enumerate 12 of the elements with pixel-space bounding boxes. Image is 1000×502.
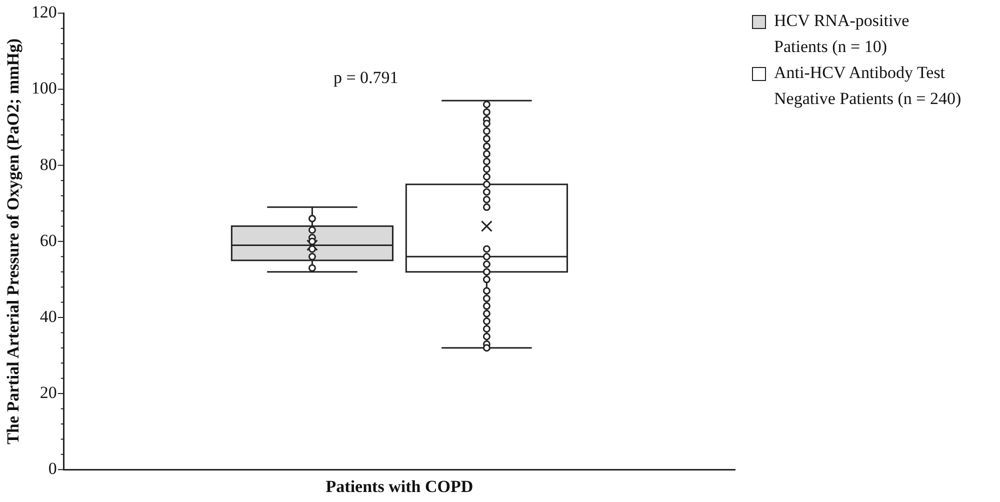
y-tick-label: 40 — [40, 306, 57, 326]
text: Anti-HCV Antibody Test Negative Patients (n = 240) — [774, 62, 962, 110]
annotation: p = 0.791 — [333, 68, 398, 88]
y-tick-label: 20 — [40, 383, 57, 402]
y-axis-title: The Partial Arterial Pressure of Oxygen (PaO2; mmHg) — [4, 38, 23, 444]
y-tick-label: 0 — [48, 459, 57, 478]
x-axis-title: Patients with COPD — [326, 477, 474, 496]
legend-label: HCV RNA-positive Patients (n = 10) — [774, 10, 910, 58]
y-tick-label: 120 — [31, 2, 57, 22]
y-tick-label: 80 — [40, 154, 57, 174]
y-tick-label: 60 — [40, 230, 57, 250]
y-tick-label: 100 — [31, 78, 57, 98]
